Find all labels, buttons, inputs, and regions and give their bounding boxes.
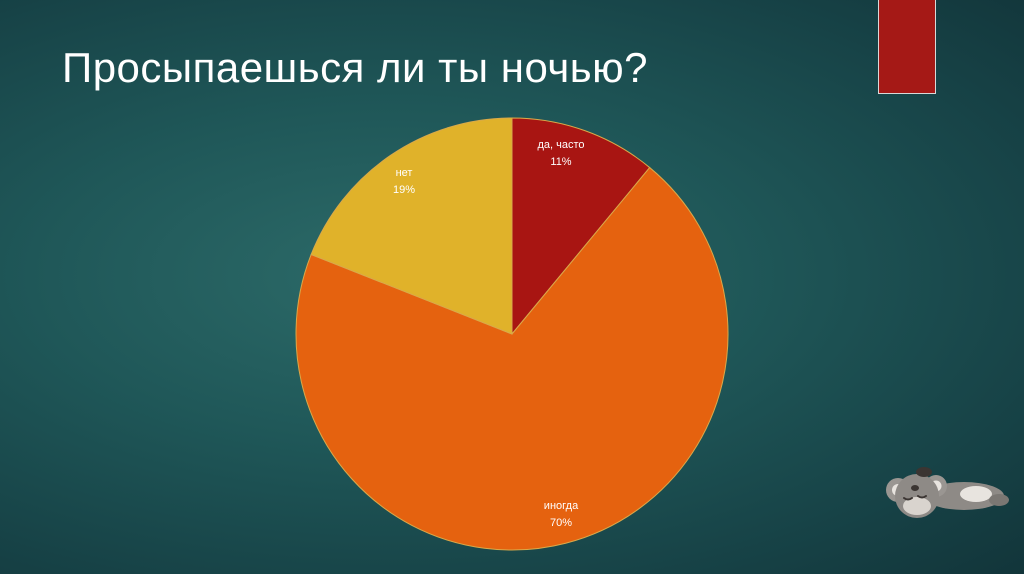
pie-slices xyxy=(295,117,729,551)
slice-label: иногда xyxy=(544,500,579,512)
sleeping-koala-icon xyxy=(886,467,1009,518)
slide-title: Просыпаешься ли ты ночью? xyxy=(62,44,649,91)
slice-label: нет xyxy=(396,167,413,179)
pie-slice xyxy=(511,117,651,336)
slice-value-label: 11% xyxy=(550,156,571,168)
slice-value-label: 19% xyxy=(393,184,415,196)
pie-slice xyxy=(295,166,729,551)
slice-label: да, часто xyxy=(537,139,584,151)
pie-labels: да, часто 11% иногда 70% нет 19% xyxy=(393,139,585,529)
slice-value-label: 70% xyxy=(550,517,572,529)
pie-slice xyxy=(310,117,513,335)
accent-bar xyxy=(878,0,936,94)
